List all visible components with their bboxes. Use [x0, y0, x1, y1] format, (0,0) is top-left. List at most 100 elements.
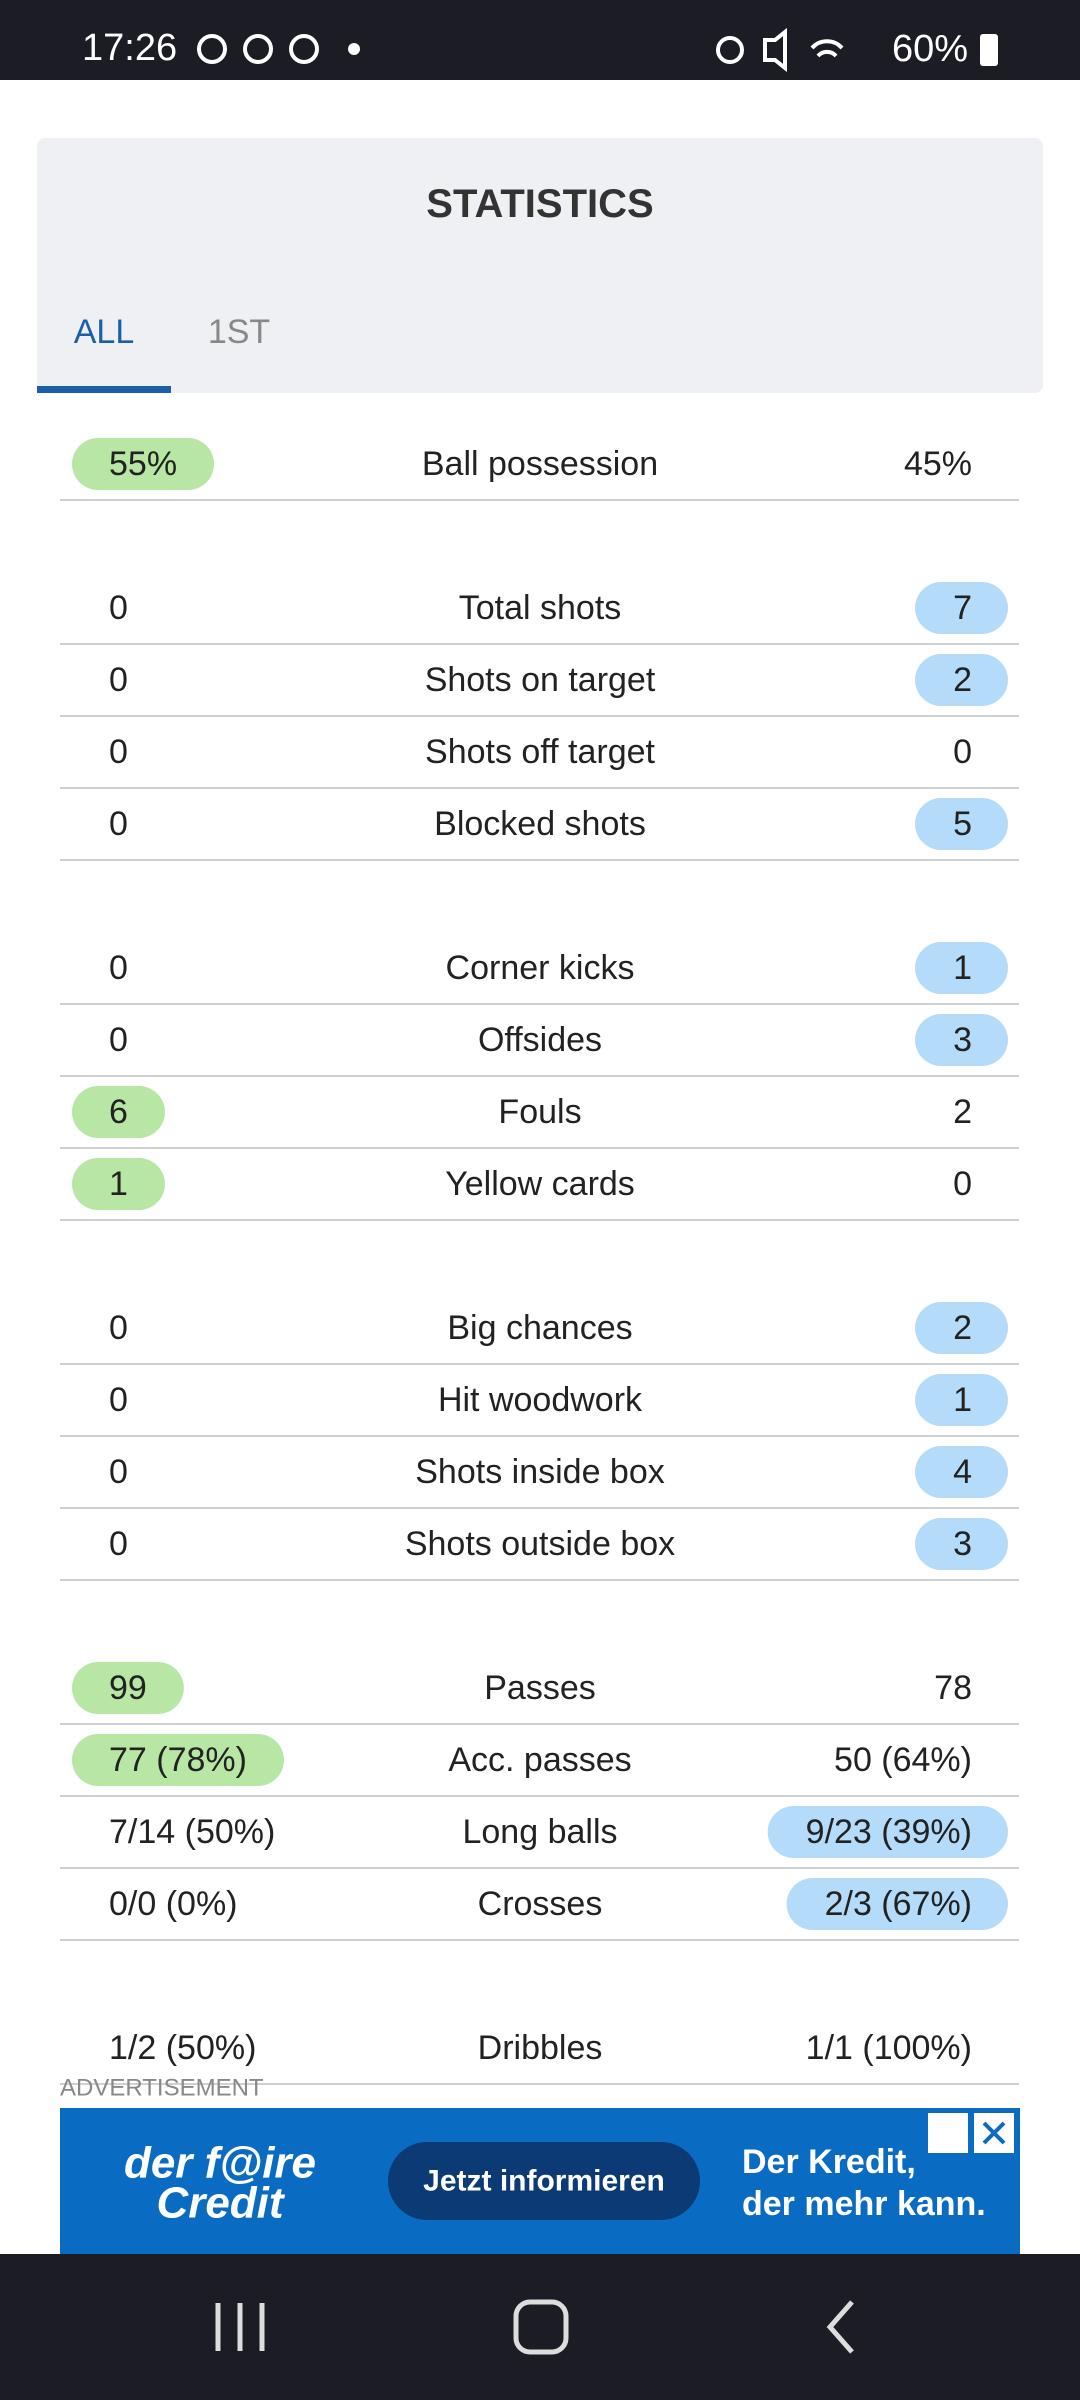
title: STATISTICS	[426, 182, 653, 226]
stat-label: Corner kicks	[446, 949, 635, 987]
stat-row: 0 Shots off target 0	[60, 733, 1019, 789]
tab[interactable]: 1ST	[208, 313, 270, 351]
home-value: 6	[109, 1093, 128, 1131]
stat-label: Big chances	[447, 1309, 632, 1347]
home-value: 0	[109, 1381, 128, 1419]
row-divider	[60, 1507, 1019, 1509]
row-divider	[60, 1219, 1019, 1221]
home-value: 55%	[109, 445, 177, 483]
row-divider	[60, 643, 1019, 645]
row-divider	[60, 1939, 1019, 1941]
away-value: 2	[953, 1093, 972, 1131]
home-value: 1/2 (50%)	[109, 2029, 256, 2067]
away-value: 9/23 (39%)	[806, 1813, 972, 1851]
stat-label: Yellow cards	[445, 1165, 635, 1203]
battery-text: 60%	[892, 28, 968, 70]
away-value: 0	[953, 733, 972, 771]
home-value: 0	[109, 1525, 128, 1563]
nav-bar	[0, 2254, 1080, 2400]
home-pill	[72, 1158, 165, 1210]
row-divider	[60, 1147, 1019, 1149]
stat-row: 1 Yellow cards 0	[60, 1158, 1019, 1221]
ad-brand: Credit	[156, 2179, 285, 2228]
stat-label: Fouls	[498, 1093, 581, 1131]
away-value: 3	[953, 1525, 972, 1563]
stat-label: Hit woodwork	[438, 1381, 643, 1419]
status-time: 17:26	[82, 27, 177, 69]
row-divider	[60, 499, 1019, 501]
stat-label: Long balls	[462, 1813, 617, 1851]
stat-label: Shots on target	[425, 661, 656, 699]
battery-icon	[980, 34, 998, 66]
away-pill	[915, 1446, 1008, 1498]
tab[interactable]: ALL	[74, 313, 135, 351]
ad-close-icon	[982, 2121, 1006, 2145]
home-value: 99	[109, 1669, 147, 1707]
stat-row: 1/2 (50%) Dribbles 1/1 (100%)	[60, 2029, 1019, 2085]
row-divider	[60, 1003, 1019, 1005]
stat-row: 0 Corner kicks 1	[60, 942, 1019, 1005]
away-value: 2	[953, 661, 972, 699]
away-value: 0	[953, 1165, 972, 1203]
home-value: 0	[109, 805, 128, 843]
away-value: 2/3 (67%)	[825, 1885, 972, 1923]
away-value: 5	[953, 805, 972, 843]
home-pill	[72, 438, 215, 490]
ad-brand: der f@ire	[124, 2139, 316, 2188]
ad-button[interactable]	[388, 2142, 700, 2220]
row-divider	[60, 715, 1019, 717]
stat-row: 0/0 (0%) Crosses 2/3 (67%)	[60, 1878, 1019, 1941]
row-divider	[60, 1795, 1019, 1797]
away-pill	[767, 1806, 1008, 1858]
away-value: 7	[953, 589, 972, 627]
stat-row: 0 Offsides 3	[60, 1014, 1019, 1077]
stat-label: Shots inside box	[415, 1453, 665, 1491]
content: STATISTICS ALL 1ST 55% Ball possession 45%…	[37, 138, 1043, 2085]
home-value: 1	[109, 1165, 128, 1203]
away-pill	[915, 1014, 1008, 1066]
stat-row: 0 Shots inside box 4	[60, 1446, 1019, 1509]
row-divider	[60, 1363, 1019, 1365]
away-value: 4	[953, 1453, 972, 1491]
home-value: 0	[109, 733, 128, 771]
ad-label: ADVERTISEMENT	[60, 2075, 264, 2102]
tab-underline	[37, 386, 171, 393]
ad-tagline: Der Kredit,	[742, 2143, 916, 2181]
away-pill	[915, 942, 1008, 994]
stat-row: 0 Big chances 2	[60, 1302, 1019, 1365]
home-value: 0/0 (0%)	[109, 1885, 238, 1923]
home-value: 0	[109, 589, 128, 627]
stat-row: 6 Fouls 2	[60, 1086, 1019, 1149]
status-icons	[197, 27, 844, 73]
home-value: 0	[109, 1021, 128, 1059]
stat-row: 0 Shots outside box 3	[60, 1518, 1019, 1581]
home-pill	[72, 1734, 284, 1786]
stat-label: Crosses	[478, 1885, 603, 1923]
stat-label: Shots outside box	[405, 1525, 675, 1563]
row-divider	[60, 1075, 1019, 1077]
away-pill	[915, 582, 1008, 634]
stat-label: Acc. passes	[448, 1741, 631, 1779]
away-pill	[786, 1878, 1008, 1930]
stat-label: Shots off target	[425, 733, 656, 771]
away-pill	[915, 654, 1008, 706]
stat-row: 0 Blocked shots 5	[60, 798, 1019, 861]
away-value: 78	[934, 1669, 972, 1707]
stat-label: Total shots	[459, 589, 622, 627]
ad-choices[interactable]	[928, 2113, 968, 2153]
home-value: 0	[109, 661, 128, 699]
row-divider	[60, 2083, 1019, 2085]
status-bar	[0, 0, 1080, 80]
stat-row: 77 (78%) Acc. passes 50 (64%)	[60, 1734, 1019, 1797]
home-value: 0	[109, 1453, 128, 1491]
stat-label: Passes	[484, 1669, 596, 1707]
row-divider	[60, 859, 1019, 861]
stat-row: 99 Passes 78	[60, 1662, 1019, 1725]
home-value: 0	[109, 949, 128, 987]
home-pill	[72, 1086, 165, 1138]
home-value: 7/14 (50%)	[109, 1813, 275, 1851]
nav-icons[interactable]	[215, 2299, 854, 2355]
row-divider	[60, 1867, 1019, 1869]
